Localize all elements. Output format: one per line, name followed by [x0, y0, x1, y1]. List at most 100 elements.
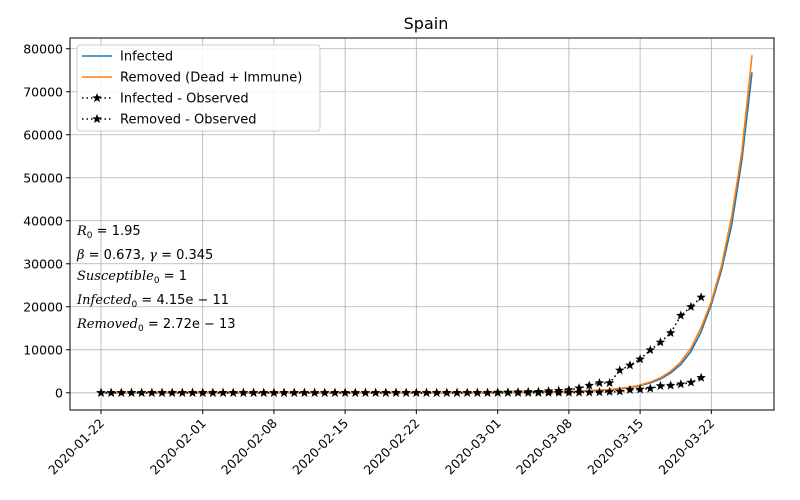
data-point	[686, 377, 696, 387]
data-point	[208, 387, 218, 397]
legend-label: Infected	[120, 50, 173, 65]
x-tick-label: 2020-03-15	[584, 416, 646, 478]
data-point	[116, 387, 127, 397]
y-tick-label: 60000	[23, 127, 63, 142]
x-tick-label: 2020-02-15	[289, 416, 351, 478]
data-point	[584, 380, 595, 390]
data-point	[126, 387, 137, 397]
data-point	[167, 387, 177, 397]
x-tick-label: 2020-01-22	[45, 416, 107, 478]
data-point	[543, 387, 554, 397]
data-point	[228, 387, 238, 397]
data-point	[248, 387, 259, 397]
data-point	[330, 387, 340, 397]
parameter-annotation: R0 = 1.95 β = 0.673, γ = 0.345 Susceptib…	[77, 222, 236, 339]
data-point	[360, 387, 371, 397]
data-point	[258, 387, 269, 397]
series-layer	[96, 55, 753, 397]
data-point	[279, 387, 289, 397]
data-point	[645, 345, 656, 355]
data-point	[421, 387, 432, 397]
data-point	[350, 387, 361, 397]
data-point	[553, 387, 564, 397]
data-point	[462, 387, 472, 397]
data-point	[676, 310, 686, 320]
data-point	[299, 387, 310, 397]
y-tick-label: 10000	[23, 342, 63, 357]
y-tick-label: 50000	[23, 170, 63, 185]
data-point	[309, 387, 320, 397]
y-tick-label: 0	[55, 385, 63, 400]
data-point	[594, 387, 605, 397]
infected-line: Infected0 = 4.15e − 11	[77, 292, 230, 310]
y-tick-label: 30000	[23, 256, 63, 271]
susceptible-line: Susceptible0 = 1	[77, 268, 187, 286]
legend-box	[76, 44, 321, 132]
x-tick-label: 2020-03-01	[442, 416, 504, 478]
data-point	[442, 387, 452, 397]
data-point	[391, 387, 401, 397]
data-point	[574, 387, 584, 397]
data-point	[411, 387, 422, 397]
data-point	[106, 387, 116, 397]
data-point	[370, 387, 381, 397]
data-point	[492, 387, 503, 397]
beta-gamma-line: β = 0.673, γ = 0.345	[77, 248, 214, 264]
data-point	[197, 387, 208, 397]
data-point	[645, 383, 656, 393]
legend-label: Removed - Observed	[120, 113, 257, 128]
x-tick-label: 2020-03-08	[513, 415, 575, 477]
data-point	[594, 378, 605, 388]
data-point	[289, 387, 300, 397]
data-point	[177, 387, 188, 397]
data-point	[625, 384, 635, 394]
data-point	[615, 365, 625, 375]
y-tick-label: 80000	[23, 41, 63, 56]
data-point	[655, 337, 666, 347]
data-point	[696, 292, 706, 302]
chart-title: Spain	[404, 14, 449, 33]
data-point	[696, 372, 706, 382]
x-tick-label: 2020-02-22	[360, 416, 422, 478]
data-point	[564, 387, 574, 397]
data-point	[187, 387, 198, 397]
data-point	[604, 378, 615, 388]
data-point	[615, 386, 625, 396]
data-point	[635, 384, 645, 394]
data-point	[503, 387, 513, 397]
data-point	[96, 387, 106, 397]
data-point	[147, 387, 157, 397]
data-point	[238, 387, 249, 397]
removed-line: Removed0 = 2.72e − 13	[77, 317, 236, 335]
data-point	[401, 387, 411, 397]
data-point	[604, 386, 615, 396]
data-point	[472, 387, 483, 397]
data-point	[686, 301, 696, 311]
data-point	[655, 380, 666, 390]
data-point	[665, 380, 676, 390]
data-point	[340, 387, 350, 397]
x-tick-label: 2020-03-22	[655, 416, 717, 478]
data-point	[218, 387, 228, 397]
data-point	[482, 387, 493, 397]
data-point	[625, 360, 635, 370]
data-point	[513, 387, 523, 397]
legend-marker	[92, 114, 102, 124]
y-tick-label: 70000	[23, 84, 63, 99]
data-point	[157, 387, 167, 397]
y-tick-label: 20000	[23, 299, 63, 314]
data-point	[452, 387, 462, 397]
legend-label: Removed (Dead + Immune)	[120, 71, 302, 86]
data-point	[523, 387, 533, 397]
legend-marker	[92, 93, 102, 103]
data-point	[381, 387, 391, 397]
plot-frame	[69, 37, 775, 411]
y-tick-label: 40000	[23, 213, 63, 228]
x-tick-label: 2020-02-01	[147, 416, 209, 478]
data-point	[320, 387, 330, 397]
data-point	[136, 387, 147, 397]
data-point	[431, 387, 442, 397]
data-point	[269, 387, 279, 397]
legend: Infected Removed (Dead + Immune) Infected …	[76, 44, 321, 132]
